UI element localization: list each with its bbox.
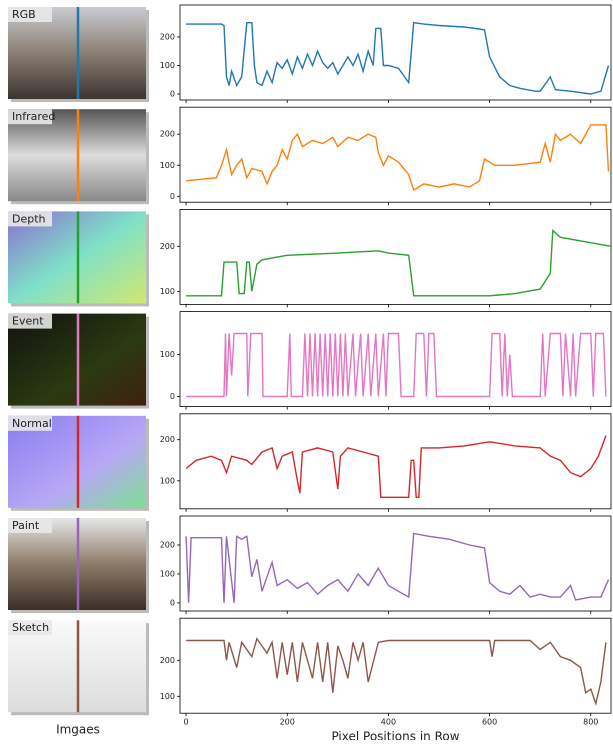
line: [186, 436, 606, 498]
plot-frame: [180, 516, 611, 611]
y-tick-label: 100: [160, 161, 175, 170]
y-tick-label: 100: [160, 692, 175, 701]
image-label: Depth: [12, 212, 46, 225]
plot-frame: [180, 618, 611, 713]
image-label: Normal: [12, 417, 52, 430]
y-tick-label: 100: [160, 287, 175, 296]
y-tick-label: 0: [170, 192, 175, 201]
y-tick-label: 0: [170, 598, 175, 607]
plot-frame: [180, 312, 611, 407]
image-label: Paint: [12, 519, 40, 532]
y-tick-label: 200: [160, 435, 175, 444]
x-tick-label: 400: [381, 718, 396, 727]
image-label: Infrared: [12, 110, 55, 123]
line: [186, 334, 606, 397]
line: [186, 125, 608, 190]
y-tick-label: 0: [170, 392, 175, 401]
x-tick-label: 200: [280, 718, 295, 727]
y-tick-label: 200: [160, 540, 175, 549]
plot-frame: [180, 414, 611, 509]
line: [186, 231, 611, 296]
y-tick-label: 200: [160, 242, 175, 251]
y-tick-label: 200: [160, 656, 175, 665]
figure: Imgaes RGB 0 100 200 Infrared 0 100 200 Depth 100…: [0, 0, 613, 740]
x-tick-label: 600: [482, 718, 497, 727]
plot-frame: [180, 107, 611, 202]
line: [186, 639, 606, 704]
x-tick-label: 800: [583, 718, 598, 727]
y-tick-label: 0: [170, 90, 175, 99]
x-tick-label: 0: [184, 718, 189, 727]
y-tick-label: 100: [160, 61, 175, 70]
images-caption: Imgaes: [56, 723, 100, 737]
y-tick-label: 200: [160, 130, 175, 139]
line: [186, 533, 608, 603]
image-label: Sketch: [12, 621, 49, 634]
y-tick-label: 100: [160, 350, 175, 359]
image-label: RGB: [12, 8, 36, 21]
line: [186, 23, 608, 94]
y-tick-label: 200: [160, 32, 175, 41]
y-tick-label: 100: [160, 476, 175, 485]
image-label: Event: [12, 315, 44, 328]
y-tick-label: 100: [160, 569, 175, 578]
x-axis-label: Pixel Positions in Row: [331, 730, 459, 740]
